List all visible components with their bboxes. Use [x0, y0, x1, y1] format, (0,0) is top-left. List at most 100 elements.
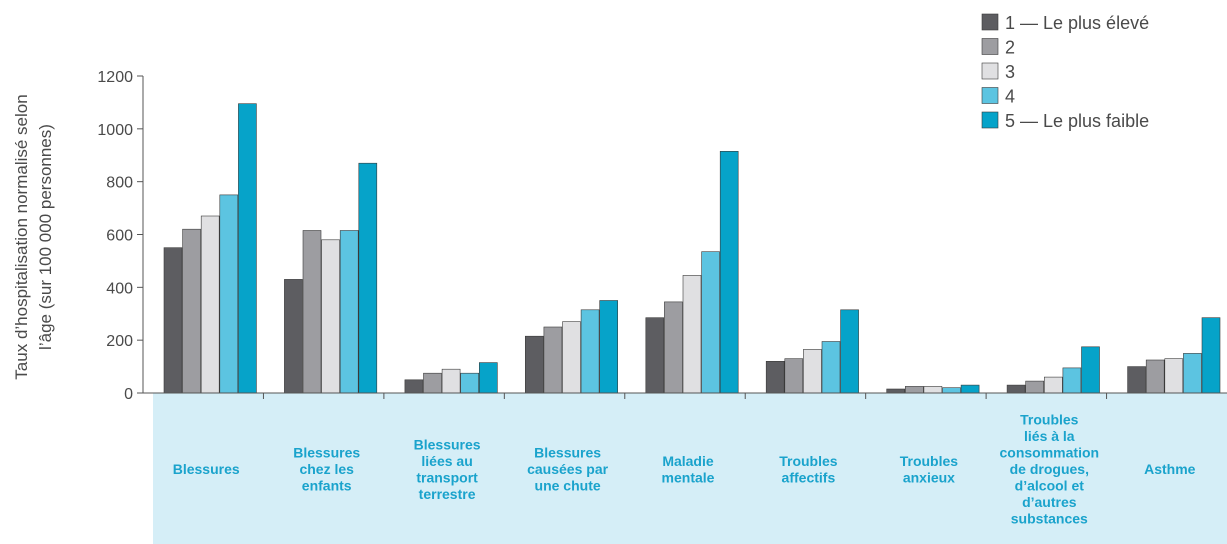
bar-2-3 [423, 372, 442, 394]
bar-1-2 [284, 279, 303, 394]
y-tick-label: 1000 [97, 122, 133, 139]
y-tick-label: 200 [106, 333, 133, 350]
bar-3-5 [682, 275, 702, 394]
bar-4-9 [1183, 353, 1202, 394]
bar-1-5 [645, 317, 665, 394]
bar-3-7 [923, 386, 943, 394]
category-label-line: Blessures [173, 461, 240, 477]
bar-4-7 [942, 387, 961, 394]
bar-5-8 [1081, 346, 1100, 394]
category-label: Troubles liés à la consommation de drogues,… [1000, 412, 1100, 527]
category-label-line: d’autres [1022, 494, 1077, 510]
bar-1-7 [886, 388, 906, 394]
category-label-line: Troubles [779, 453, 838, 469]
y-axis-title-text: Taux d’hospitalisation normalisé selon l’… [12, 94, 55, 379]
y-tick-labels: 0 200 400 600 800 1000 1200 [97, 69, 133, 403]
bar-1-3 [404, 379, 424, 394]
category-label-line: Maladie [662, 453, 714, 469]
y-axis-title-line: l’âge (sur 100 000 personnes) [36, 124, 55, 350]
bar-2-8 [1025, 380, 1044, 394]
y-tick-label: 800 [106, 175, 133, 192]
y-axis-title: Taux d’hospitalisation normalisé selon l’… [12, 94, 55, 379]
bar-4-3 [460, 372, 480, 394]
bar-3-6 [803, 349, 822, 394]
category-label-line: liés à la [1024, 428, 1075, 444]
bar-4-1 [219, 194, 239, 394]
category-label-line: anxieux [903, 469, 955, 485]
bar-4-6 [821, 341, 841, 394]
legend-swatch-1 [981, 13, 999, 31]
category-label-line: Blessures [414, 436, 481, 452]
bar-5-7 [960, 384, 980, 394]
category-label: Maladie mentale [662, 453, 715, 486]
category-label-line: transport [416, 469, 478, 485]
legend-label-2: 2 [1005, 38, 1015, 58]
bar-5-9 [1201, 317, 1221, 394]
bar-1-9 [1127, 366, 1146, 394]
category-label: Blessures [173, 461, 240, 477]
bar-5-4 [599, 300, 619, 394]
category-label-line: chez les [299, 461, 354, 477]
category-label-line: mentale [662, 469, 715, 485]
bar-2-4 [543, 326, 563, 394]
bar-2-7 [904, 386, 924, 394]
bar-2-9 [1145, 359, 1165, 394]
legend: 1 — Le plus élevé 2 3 4 5 — Le plus faible [981, 13, 1149, 131]
bar-5-1 [238, 103, 257, 394]
category-label-line: substances [1011, 511, 1088, 527]
bar-5-6 [840, 309, 859, 394]
category-label-line: causées par [527, 461, 608, 477]
category-label-line: Troubles [1020, 412, 1079, 428]
bar-5-3 [478, 362, 498, 394]
y-tick-label: 0 [124, 386, 133, 403]
category-band [153, 393, 1227, 544]
bar-3-8 [1044, 376, 1063, 394]
category-label-line: terrestre [419, 486, 476, 502]
bar-2-2 [302, 230, 322, 394]
category-label-line: Troubles [900, 453, 959, 469]
category-label-line: Asthme [1144, 461, 1196, 477]
bar-5-2 [358, 162, 378, 394]
bar-3-2 [321, 239, 340, 394]
category-label: Blessures liées au transport terrestre [414, 436, 481, 502]
y-tick-label: 600 [106, 228, 133, 245]
category-label-line: liées au [421, 453, 472, 469]
category-label-line: Blessures [534, 445, 601, 461]
bar-3-9 [1164, 358, 1184, 394]
category-label-line: Blessures [293, 445, 360, 461]
bar-4-4 [580, 309, 600, 394]
bar-4-2 [339, 230, 359, 394]
axes-group [137, 75, 1227, 399]
bar-2-5 [664, 301, 683, 394]
y-tick-label: 400 [106, 280, 133, 297]
category-label-line: consommation [1000, 445, 1100, 461]
bar-4-5 [701, 251, 720, 394]
bar-1-4 [524, 335, 544, 394]
bar-4-8 [1062, 367, 1082, 394]
category-label: Asthme [1144, 461, 1196, 477]
legend-label-5: 5 — Le plus faible [1005, 111, 1149, 131]
category-label-line: affectifs [782, 469, 836, 485]
legend-swatch-2 [981, 38, 999, 55]
category-label: Troubles anxieux [900, 453, 959, 486]
bar-2-6 [784, 358, 804, 394]
category-label-line: de drogues, [1010, 461, 1089, 477]
category-label-line: une chute [535, 478, 601, 494]
bar-3-1 [200, 215, 220, 394]
bars-group [163, 103, 1221, 394]
legend-swatch-4 [981, 87, 999, 104]
category-label-line: enfants [302, 478, 352, 494]
category-label: Troubles affectifs [779, 453, 838, 486]
bar-5-5 [719, 151, 739, 394]
bar-1-1 [163, 247, 183, 394]
legend-swatch-3 [981, 62, 999, 80]
category-label: Blessures chez les enfants [293, 445, 360, 494]
bar-3-4 [562, 321, 581, 394]
bar-2-1 [182, 228, 201, 394]
bar-3-3 [441, 368, 461, 394]
legend-label-3: 3 [1005, 62, 1015, 82]
category-label: Blessures causées par une chute [527, 445, 608, 494]
bar-1-6 [765, 360, 785, 394]
